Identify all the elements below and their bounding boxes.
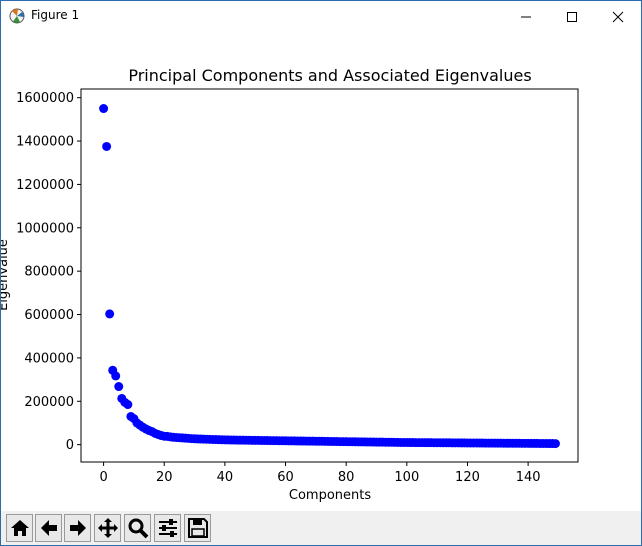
data-point: [114, 382, 124, 392]
y-tick-label: 1200000: [16, 178, 74, 193]
floppy-icon: [187, 518, 208, 538]
forward-button[interactable]: [64, 514, 91, 542]
y-tick-label: 1400000: [16, 135, 74, 150]
data-point: [99, 104, 109, 114]
figure-canvas[interactable]: Principal Components and Associated Eige…: [0, 32, 641, 511]
maximize-icon: [567, 11, 577, 22]
minimize-icon: [521, 16, 531, 17]
arrow-right-icon: [69, 520, 86, 536]
back-button[interactable]: [35, 514, 62, 542]
data-point: [123, 400, 133, 410]
close-icon: [612, 11, 624, 22]
y-tick-label: 200000: [24, 395, 74, 410]
navigation-toolbar: [1, 511, 641, 545]
close-button[interactable]: [595, 1, 641, 32]
chart-title: Principal Components and Associated Eige…: [128, 66, 531, 85]
pan-button[interactable]: [94, 514, 121, 542]
plot-area: [80, 88, 579, 463]
y-tick-label: 0: [66, 438, 74, 453]
sliders-icon: [158, 519, 177, 537]
maximize-button[interactable]: [549, 1, 595, 32]
x-tick-label: 0: [99, 470, 107, 485]
x-tick-label: 120: [455, 470, 480, 485]
matplotlib-logo-icon: [9, 8, 25, 24]
configure-subplots-button[interactable]: [154, 514, 181, 542]
x-tick-label: 80: [338, 470, 355, 485]
title-bar[interactable]: Figure 1: [1, 1, 641, 32]
y-tick-label: 400000: [24, 351, 74, 366]
window-title: Figure 1: [31, 8, 80, 22]
y-tick-label: 1600000: [16, 91, 74, 106]
data-point: [105, 309, 115, 319]
magnifier-icon: [128, 518, 148, 539]
save-button[interactable]: [184, 514, 211, 542]
data-point: [550, 439, 560, 449]
x-tick-label: 140: [516, 470, 541, 485]
y-tick-label: 600000: [24, 308, 74, 323]
x-axis-label: Components: [289, 488, 371, 503]
y-axis-label: Eigenvalue: [1, 239, 11, 311]
x-tick-label: 20: [156, 470, 173, 485]
home-button[interactable]: [6, 514, 33, 542]
y-tick-label: 1000000: [16, 221, 74, 236]
minimize-button[interactable]: [503, 1, 549, 32]
zoom-button[interactable]: [124, 514, 151, 542]
data-point: [102, 141, 112, 151]
home-icon: [10, 520, 29, 536]
arrow-left-icon: [40, 520, 57, 536]
move-icon: [97, 518, 118, 538]
x-tick-label: 60: [277, 470, 294, 485]
x-tick-label: 100: [394, 470, 419, 485]
scatter-plot: Principal Components and Associated Eige…: [0, 66, 579, 503]
x-tick-label: 40: [217, 470, 234, 485]
y-tick-label: 800000: [24, 265, 74, 280]
data-point: [111, 371, 121, 381]
